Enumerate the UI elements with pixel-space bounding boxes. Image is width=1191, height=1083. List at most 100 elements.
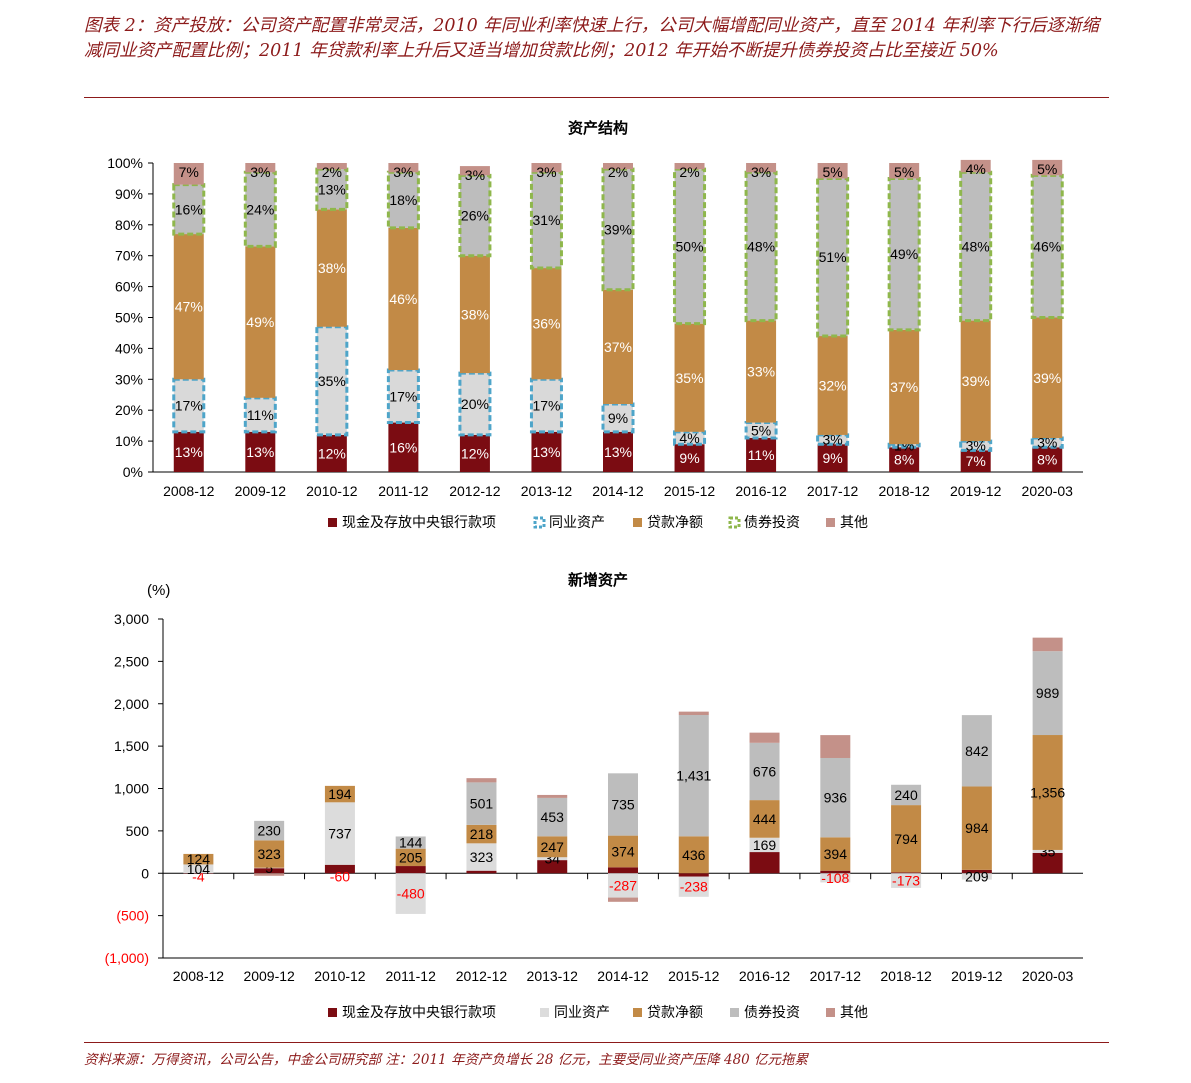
data-label-loans: 49%	[246, 314, 274, 330]
chart-title: 资产结构	[568, 119, 628, 137]
data-label-loans: 37%	[604, 339, 632, 355]
data-label-loans: 37%	[890, 379, 918, 395]
data-label-interbank: 209	[965, 868, 989, 884]
bar-cash	[183, 873, 214, 874]
new-assets-chart: 新增资产 (%) (1,000) (500) 0 500 1,000 1,500 2,000 2,…	[105, 571, 1083, 1020]
bar-other	[459, 166, 490, 176]
y-tick-label: 3,000	[114, 611, 149, 627]
bar-other	[537, 794, 568, 798]
bar-loans	[254, 840, 285, 868]
data-label-other: 5%	[822, 164, 842, 180]
data-label-interbank: 3%	[822, 432, 842, 448]
bar-cash	[254, 868, 285, 874]
data-label-interbank: -173	[892, 873, 920, 889]
data-label-cash: 9%	[679, 450, 699, 466]
bar-cash	[531, 431, 562, 472]
bar-bonds	[608, 773, 638, 836]
bar-loans	[961, 786, 992, 870]
bar-loans	[746, 320, 777, 423]
bar-loans	[466, 824, 497, 844]
bar-bonds	[744, 170, 778, 323]
data-label-interbank: 17%	[175, 398, 203, 414]
y-tick-label: 90%	[115, 186, 143, 202]
bar-cash	[537, 860, 568, 874]
y-tick-label: 70%	[115, 248, 143, 264]
bar-loans	[537, 836, 568, 858]
legend-swatch-bonds	[728, 516, 741, 529]
data-label-cash: 8%	[894, 452, 914, 468]
bar-cash	[608, 867, 638, 874]
data-label-bonds: 51%	[819, 249, 847, 265]
bar-loans	[245, 246, 276, 398]
bar-loans	[817, 336, 848, 435]
bar-bonds	[959, 170, 993, 323]
bar-other	[1032, 637, 1063, 652]
asset-structure-chart: 资产结构 0% 10% 20% 30% 40% 50% 60% 70% 80% 90% 100% 200…	[107, 119, 1083, 530]
bar-other	[678, 711, 709, 716]
x-tick-label: 2014-12	[597, 968, 649, 984]
data-label-interbank: 104	[187, 861, 211, 877]
y-tick-label: 40%	[115, 340, 143, 356]
data-label-bonds: 16%	[175, 201, 203, 217]
bar-bonds	[678, 715, 709, 837]
legend-swatch-bonds	[730, 1008, 739, 1017]
y-axis-label: (%)	[147, 582, 170, 599]
data-label-loans: 794	[894, 831, 918, 847]
data-label-other: 5%	[1037, 161, 1057, 177]
data-label-other: 3%	[465, 167, 485, 183]
data-label-cash: 7%	[966, 453, 986, 469]
bar-other	[254, 873, 285, 876]
data-label-bonds: 48%	[747, 238, 775, 254]
data-label-bonds: 13%	[318, 181, 346, 197]
x-tick-label: 2015-12	[664, 483, 716, 499]
data-label-cash: 8%	[1037, 452, 1057, 468]
bar-other	[388, 163, 419, 173]
data-label-interbank: 737	[328, 826, 352, 842]
x-tick-label: 2012-12	[449, 483, 501, 499]
data-label-cash: -60	[330, 868, 350, 884]
y-tick-label: 1,000	[114, 781, 149, 797]
bar-loans	[678, 836, 709, 874]
bar-interbank	[816, 433, 850, 446]
data-label-other: 2%	[679, 164, 699, 180]
x-tick-label: 2012-12	[456, 968, 508, 984]
data-label-bonds: 989	[1036, 685, 1060, 701]
data-label-interbank: 3%	[966, 438, 986, 454]
bar-cash	[603, 431, 633, 472]
bar-other	[746, 163, 777, 173]
data-label-interbank: 5	[265, 860, 273, 876]
bar-cash	[746, 438, 777, 472]
legend-swatch-interbank	[533, 516, 546, 529]
bar-bonds	[315, 167, 349, 211]
x-tick-label: 2019-12	[951, 968, 1003, 984]
bar-bonds	[243, 170, 277, 248]
bar-cash	[749, 852, 780, 874]
data-label-loans: 33%	[747, 364, 775, 380]
bar-loans	[324, 785, 355, 803]
bar-bonds	[466, 782, 497, 825]
data-label-other: 3%	[393, 164, 413, 180]
data-label-bonds: 453	[541, 809, 565, 825]
x-tick-label: 2014-12	[592, 483, 644, 499]
data-label-loans: 444	[753, 811, 777, 827]
data-label-bonds: 1,431	[676, 768, 711, 784]
x-tick-label: 2020-03	[1022, 483, 1074, 499]
bar-cash	[678, 873, 709, 877]
source-divider	[84, 1042, 1109, 1043]
bar-loans	[316, 209, 347, 327]
data-label-cash: 9%	[822, 450, 842, 466]
y-tick-label: (1,000)	[105, 950, 149, 966]
bar-interbank	[961, 873, 992, 880]
x-tick-label: 2016-12	[735, 483, 787, 499]
bar-loans	[891, 805, 922, 873]
bar-interbank	[254, 867, 285, 869]
bar-interbank	[749, 837, 780, 853]
bar-loans	[388, 227, 419, 371]
bar-interbank	[466, 843, 497, 871]
bar-loans	[603, 289, 633, 405]
x-tick-label: 2009-12	[235, 483, 287, 499]
data-label-bonds: 936	[824, 790, 848, 806]
x-tick-label: 2015-12	[668, 968, 720, 984]
data-label-bonds: 26%	[461, 208, 489, 224]
data-label-cash: 12%	[461, 445, 489, 461]
